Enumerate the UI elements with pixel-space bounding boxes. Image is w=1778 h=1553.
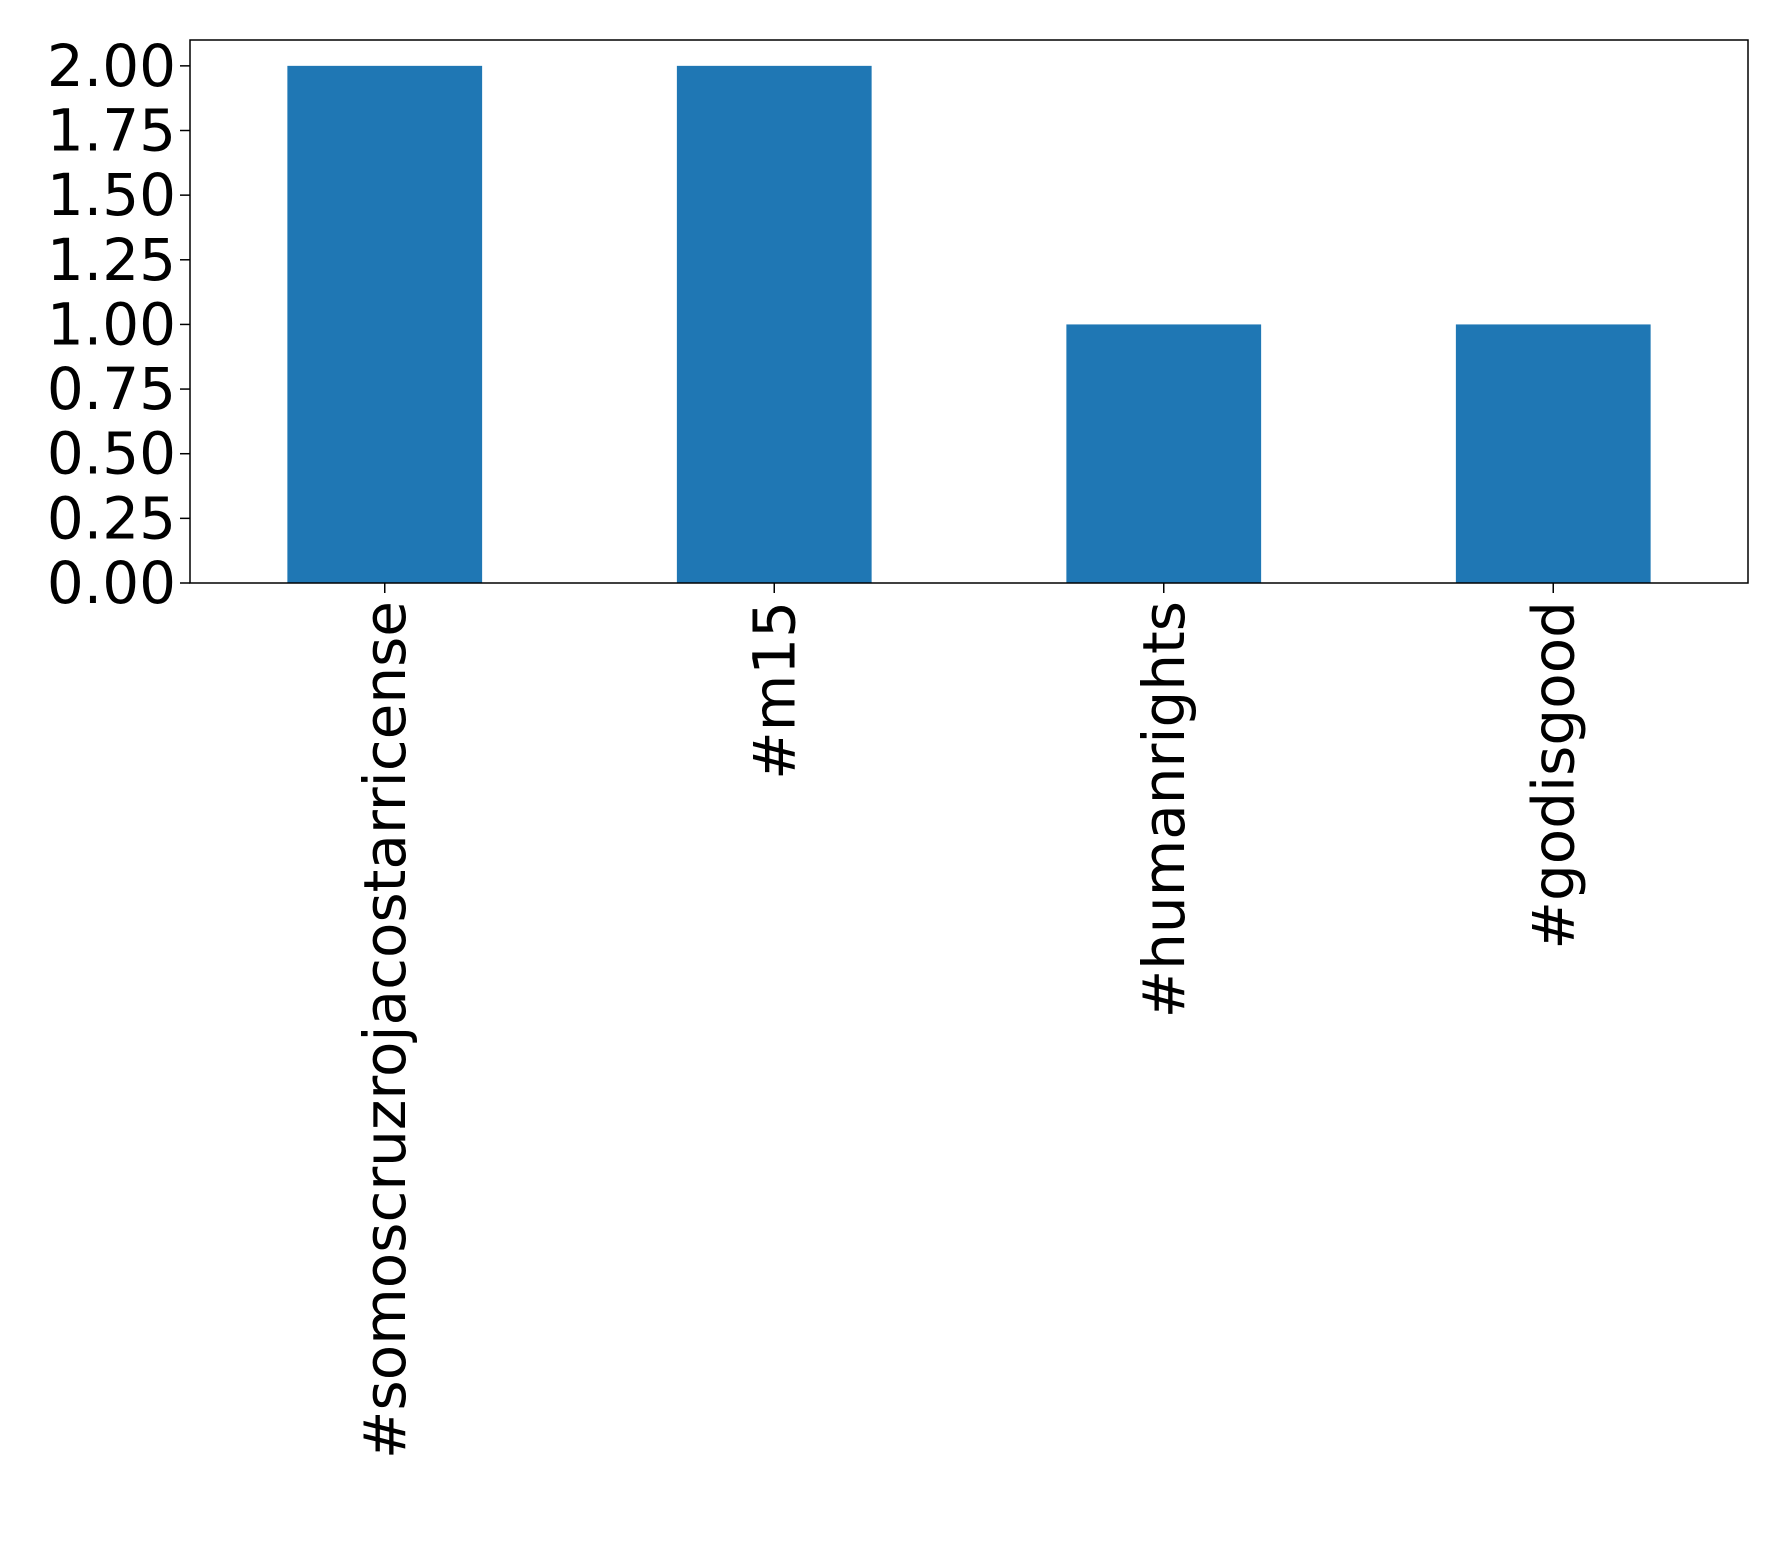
bars-group	[287, 65, 1651, 584]
y-axis: 0.000.250.500.751.001.251.501.752.00	[47, 32, 190, 617]
y-tick-label-4: 1.00	[47, 290, 176, 358]
y-tick-label-0: 0.00	[47, 549, 176, 617]
x-tick-label-2: #humanrights	[1130, 601, 1198, 1018]
x-axis: #somoscruzrojacostarricense #m15 #humanrig…	[351, 583, 1587, 1459]
y-tick-label-1: 0.25	[47, 484, 176, 552]
y-tick-label-3: 0.75	[47, 355, 176, 423]
x-tick-label-3: #godisgood	[1519, 601, 1587, 950]
bar-1	[676, 65, 872, 584]
plot-frame	[189, 39, 1749, 584]
y-tick-label-6: 1.50	[47, 161, 176, 229]
y-tick-label-7: 1.75	[47, 97, 176, 165]
bar-0	[287, 65, 483, 584]
y-tick-label-8: 2.00	[47, 32, 176, 100]
y-tick-label-2: 0.50	[47, 420, 176, 488]
bar-2	[1066, 324, 1262, 583]
y-tick-label-5: 1.25	[47, 226, 176, 294]
x-tick-label-0: #somoscruzrojacostarricense	[351, 601, 419, 1459]
bar-3	[1455, 324, 1651, 583]
x-tick-label-1: #m15	[740, 601, 808, 780]
